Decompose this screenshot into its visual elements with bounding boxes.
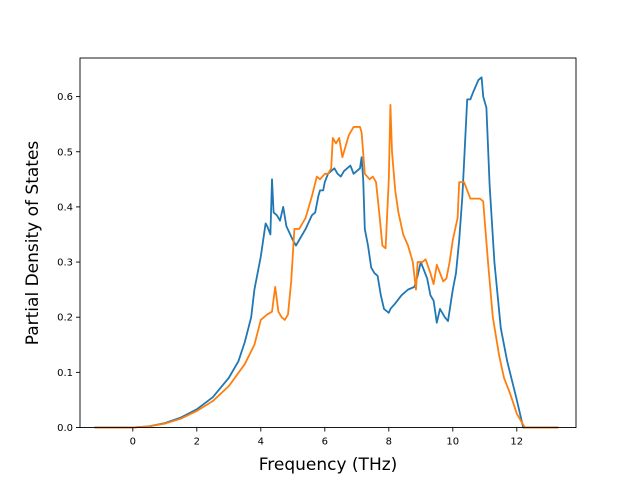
y-axis-ticks: 0.0 0.1 0.2 0.3 0.4 0.5 0.6 [57, 92, 80, 434]
y-tick-label: 0.0 [57, 423, 73, 434]
y-tick-label: 0.2 [57, 313, 73, 324]
x-tick-label: 0 [130, 437, 136, 448]
x-tick-label: 2 [194, 437, 200, 448]
y-tick-label: 0.1 [57, 368, 73, 379]
x-axis-ticks: 0 2 4 6 8 10 12 [130, 427, 523, 448]
series-layer [94, 76, 559, 429]
plot-area-frame [79, 57, 577, 428]
x-tick-label: 4 [258, 437, 264, 448]
series-line-2 [94, 103, 559, 429]
y-tick-label: 0.4 [57, 202, 73, 213]
y-tick-label: 0.5 [57, 147, 73, 158]
x-axis-title: Frequency (THz) [259, 455, 398, 475]
y-tick-label: 0.3 [57, 258, 73, 269]
x-tick-label: 12 [510, 437, 523, 448]
x-tick-label: 10 [446, 437, 459, 448]
y-axis-title: Partial Density of States [23, 141, 43, 346]
x-tick-label: 8 [386, 437, 392, 448]
x-tick-label: 6 [322, 437, 328, 448]
y-tick-label: 0.6 [57, 92, 73, 103]
series-line-1 [94, 76, 559, 429]
